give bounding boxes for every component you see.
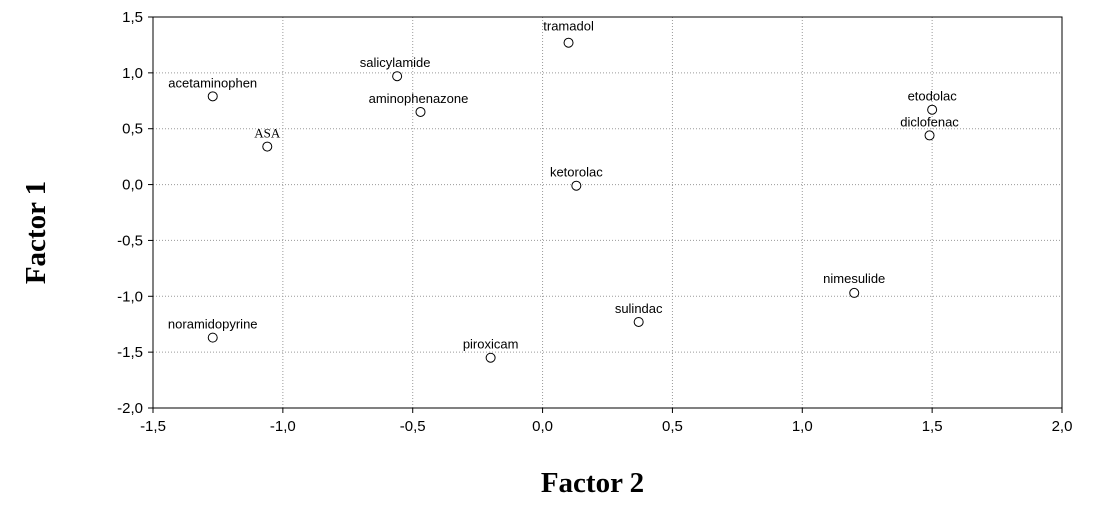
point-label: sulindac xyxy=(615,301,663,316)
data-point xyxy=(571,180,582,191)
x-tick-label: -1,5 xyxy=(140,418,166,435)
data-point xyxy=(392,71,403,82)
data-point xyxy=(207,332,218,343)
y-axis: -2,0 -1,5 -1,0 -0,5 0,0 0,5 1,0 1,5 xyxy=(117,9,153,417)
y-tick-label: 0,0 xyxy=(122,177,143,194)
y-tick-label: -0,5 xyxy=(117,232,143,249)
point-label: aminophenazone xyxy=(369,91,469,106)
data-point xyxy=(563,37,574,48)
data-point xyxy=(262,141,273,152)
data-point xyxy=(924,130,935,141)
y-axis-title: Factor 1 xyxy=(20,181,52,284)
y-tick-label: 1,0 xyxy=(122,65,143,82)
x-tick-label: -0,5 xyxy=(400,418,426,435)
point-label: diclofenac xyxy=(900,114,959,129)
point-label: tramadol xyxy=(543,19,594,34)
data-point xyxy=(415,106,426,117)
data-points: tramadol salicylamide acetaminophen aminoph… xyxy=(168,19,959,363)
plot-area xyxy=(152,16,1063,409)
x-tick-label: 1,5 xyxy=(922,418,943,435)
point-label: piroxicam xyxy=(463,337,519,352)
point-label: etodolac xyxy=(908,89,958,104)
point-label: salicylamide xyxy=(360,55,431,70)
x-tick-label: 0,0 xyxy=(532,418,553,435)
point-label: nimesulide xyxy=(823,271,885,286)
x-axis-title: Factor 2 xyxy=(541,467,644,499)
point-label: ASA xyxy=(254,126,281,141)
data-point xyxy=(633,316,644,327)
data-point xyxy=(207,91,218,102)
x-tick-label: 0,5 xyxy=(662,418,683,435)
y-tick-label: 1,5 xyxy=(122,9,143,26)
x-axis: -1,5 -1,0 -0,5 0,0 0,5 1,0 1,5 2,0 xyxy=(140,408,1072,435)
point-label: noramidopyrine xyxy=(168,317,258,332)
data-point xyxy=(485,352,496,363)
data-point xyxy=(849,287,860,298)
y-tick-label: 0,5 xyxy=(122,121,143,138)
x-tick-label: 2,0 xyxy=(1052,418,1073,435)
point-label: acetaminophen xyxy=(168,75,257,90)
grid-lines xyxy=(153,17,1062,408)
x-tick-label: -1,0 xyxy=(270,418,296,435)
x-tick-label: 1,0 xyxy=(792,418,813,435)
y-tick-label: -1,5 xyxy=(117,344,143,361)
y-tick-label: -2,0 xyxy=(117,400,143,417)
y-tick-label: -1,0 xyxy=(117,288,143,305)
point-label: ketorolac xyxy=(550,165,603,180)
data-point xyxy=(927,104,938,115)
